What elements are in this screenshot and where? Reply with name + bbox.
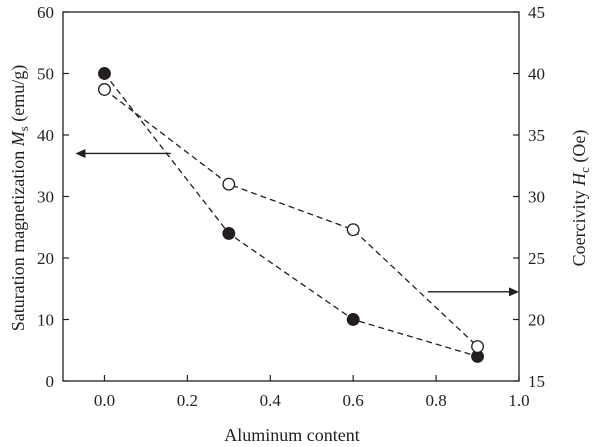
y-right-tick-label: 30 — [528, 188, 545, 207]
arrow-left-head — [75, 148, 86, 158]
series-1-line — [103, 73, 478, 358]
y-left-tick-label: 30 — [37, 188, 54, 207]
series-1-point — [98, 67, 111, 80]
x-tick-label: 0.8 — [425, 391, 446, 410]
y-left-tick-label: 10 — [37, 311, 54, 330]
y-right-tick-label: 25 — [528, 249, 545, 268]
series-2-line — [104, 88, 478, 348]
y-left-axis-title: Saturation magnetization Ms (emu/g) — [8, 65, 31, 332]
x-tick-label: 0.0 — [94, 391, 115, 410]
series-2-point — [471, 340, 484, 354]
series-1-point — [346, 313, 360, 326]
y-left-tick-label: 0 — [46, 372, 55, 391]
series-2-point — [346, 223, 360, 237]
arrow-right-head — [509, 287, 519, 297]
y-right-tick-label: 45 — [528, 3, 545, 22]
x-tick-label: 1.0 — [508, 391, 529, 410]
plot-frame — [62, 11, 520, 382]
series-2-point — [222, 177, 236, 191]
y-left-tick-label: 60 — [37, 3, 54, 22]
y-left-tick-label: 20 — [37, 249, 54, 268]
y-right-tick-label: 15 — [528, 372, 545, 391]
y-right-tick-label: 40 — [528, 65, 545, 84]
x-tick-label: 0.4 — [260, 391, 282, 410]
x-axis-title: Aluminum content — [224, 425, 359, 445]
y-right-axis-title: Coercivity Hc (Oe) — [569, 130, 592, 267]
y-left-tick-label: 40 — [37, 126, 54, 145]
series-1-point — [222, 226, 236, 240]
y-left-tick-label: 50 — [37, 65, 54, 84]
series-2-point — [98, 83, 111, 96]
x-tick-label: 0.2 — [177, 391, 198, 410]
y-right-tick-label: 20 — [528, 311, 545, 330]
x-tick-label: 0.6 — [343, 391, 364, 410]
y-right-tick-label: 35 — [528, 126, 545, 145]
